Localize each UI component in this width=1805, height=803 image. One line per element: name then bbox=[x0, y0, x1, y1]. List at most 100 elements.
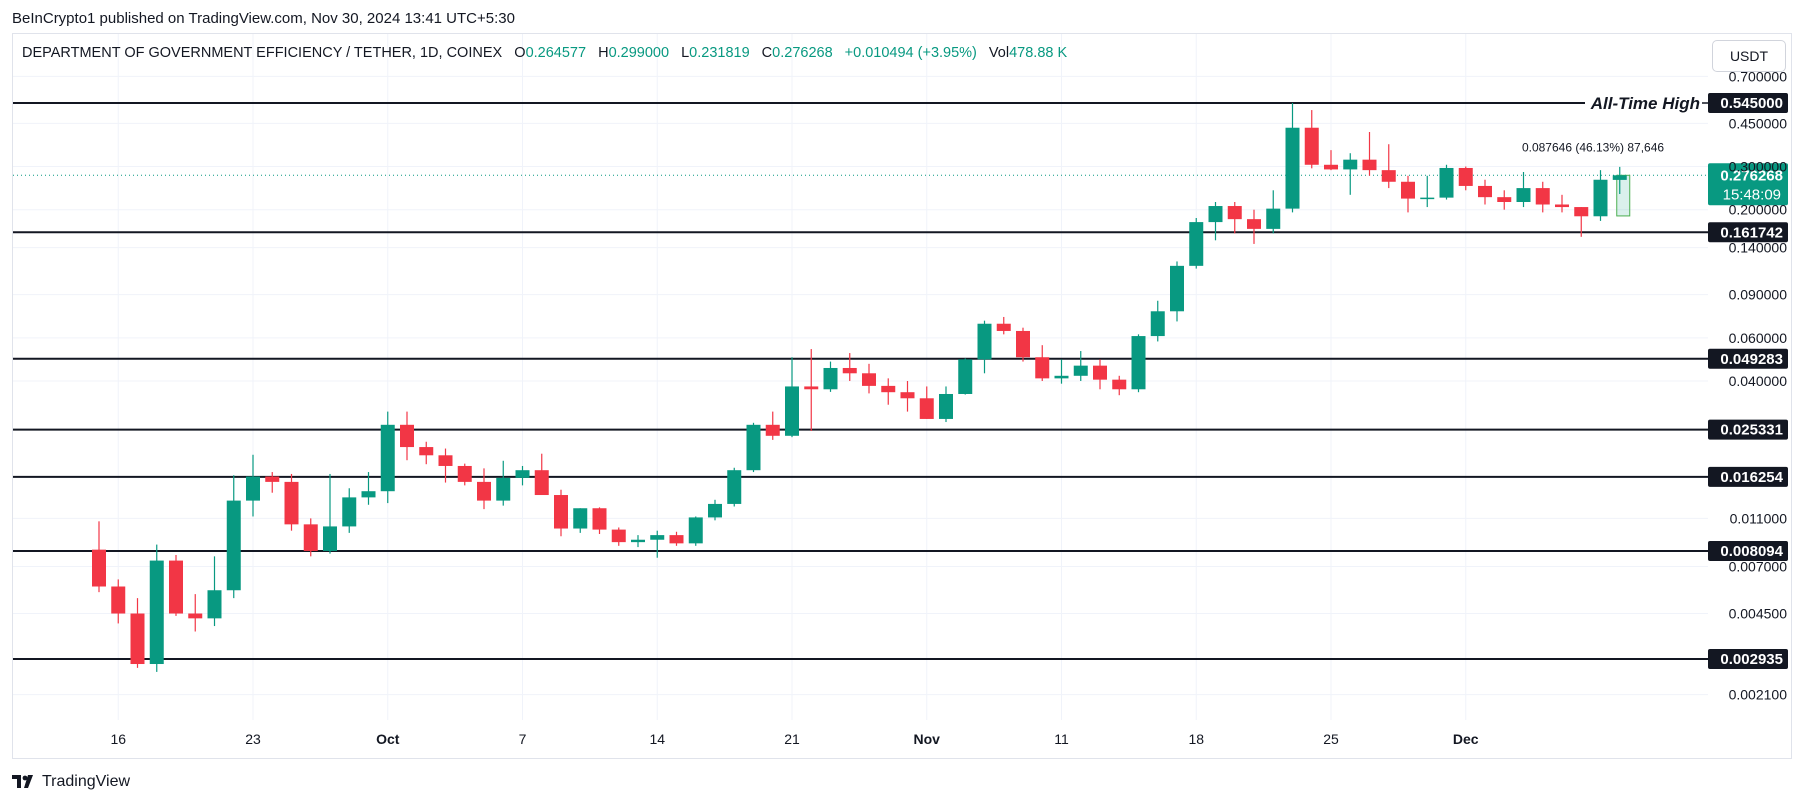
chart-frame bbox=[12, 33, 1792, 759]
candle-body-down bbox=[1247, 219, 1261, 229]
candle-body-up bbox=[380, 424, 395, 492]
candle-body-down bbox=[881, 385, 896, 393]
y-tick-label: 0.700000 bbox=[1729, 68, 1788, 84]
y-tick-label: 0.011000 bbox=[1730, 510, 1788, 526]
candle-body-down bbox=[1016, 330, 1030, 358]
high-label: H bbox=[598, 45, 609, 61]
candle-body-down bbox=[92, 549, 106, 587]
y-tick-label: 0.140000 bbox=[1729, 240, 1788, 256]
candle-body-down bbox=[765, 424, 780, 436]
volume-value: 478.88 K bbox=[1009, 45, 1068, 61]
open-label: O bbox=[514, 45, 526, 61]
x-tick-label: 21 bbox=[784, 731, 800, 747]
candle-body-up bbox=[496, 477, 511, 501]
candle-body-down bbox=[130, 613, 145, 665]
candle-body-up bbox=[1189, 222, 1204, 266]
candle-body-down bbox=[804, 386, 819, 390]
candle-body-down bbox=[169, 560, 183, 614]
candle-body-down bbox=[611, 529, 626, 543]
candle-body-up bbox=[939, 393, 953, 419]
candle-body-down bbox=[919, 398, 934, 419]
candle-body-up bbox=[785, 386, 799, 436]
level-tag bbox=[1708, 93, 1788, 113]
high-value: 0.299000 bbox=[608, 45, 670, 61]
grid-layer bbox=[13, 34, 1708, 720]
y-tick-label: 0.002100 bbox=[1729, 687, 1788, 703]
candle-body-down bbox=[592, 508, 607, 530]
candle-body-down bbox=[996, 323, 1011, 331]
candle-body-down bbox=[400, 424, 414, 448]
currency-button[interactable]: USDT bbox=[1712, 40, 1786, 72]
current-price-tag bbox=[1708, 163, 1788, 206]
candle-body-up bbox=[688, 517, 703, 544]
candle-body-up bbox=[361, 491, 376, 498]
y-tick-label: 0.040000 bbox=[1729, 373, 1788, 389]
volume-label: Vol bbox=[988, 45, 1010, 61]
candle-body-down bbox=[534, 470, 549, 496]
candle-body-down bbox=[842, 367, 857, 374]
x-tick-label: 16 bbox=[110, 731, 126, 747]
y-tick-label: 0.300000 bbox=[1729, 159, 1788, 175]
candle-body-down bbox=[669, 535, 684, 544]
candle-body-down bbox=[1304, 127, 1319, 165]
candle-body-up bbox=[1593, 179, 1608, 217]
candle-body-up bbox=[1131, 336, 1146, 390]
candle-body-up bbox=[207, 590, 222, 619]
close-label: C bbox=[761, 45, 773, 61]
candle-body-up bbox=[823, 367, 838, 390]
level-tag-label: 0.016254 bbox=[1720, 469, 1783, 486]
candle-body-down bbox=[1555, 204, 1569, 208]
low-label: L bbox=[681, 45, 690, 61]
candle-body-up bbox=[573, 508, 588, 529]
level-tag bbox=[1708, 466, 1788, 487]
level-tag bbox=[1708, 419, 1788, 440]
y-tick-label: 0.090000 bbox=[1729, 287, 1788, 303]
candle-body-up bbox=[1612, 175, 1627, 180]
candle-body-down bbox=[1381, 170, 1396, 182]
candle-body-up bbox=[746, 424, 761, 471]
candle-body-down bbox=[477, 481, 491, 501]
candle-body-down bbox=[1497, 197, 1512, 202]
level-tag-label: 0.002935 bbox=[1720, 651, 1783, 668]
candle-body-up bbox=[1170, 265, 1184, 312]
candle-body-down bbox=[862, 373, 876, 386]
candle-body-up bbox=[708, 503, 722, 518]
symbol-name: DEPARTMENT OF GOVERNMENT EFFICIENCY / TE… bbox=[22, 45, 503, 61]
candle-body-up bbox=[650, 535, 665, 540]
candle-body-down bbox=[1478, 185, 1492, 198]
y-tick-label: 0.060000 bbox=[1729, 330, 1788, 346]
y-tick-label: 0.007000 bbox=[1729, 558, 1788, 574]
level-tag-label: 0.161742 bbox=[1720, 224, 1783, 241]
level-lines-layer: 0.545000 0.161742 0.049283 0.025331 0.016254… bbox=[13, 93, 1788, 669]
candle-body-down bbox=[188, 613, 203, 619]
x-tick-label: 18 bbox=[1188, 731, 1204, 747]
x-tick-label: 7 bbox=[519, 731, 527, 747]
candle-body-up bbox=[1516, 188, 1531, 202]
candle-body-down bbox=[1535, 188, 1550, 205]
symbol-legend: DEPARTMENT OF GOVERNMENT EFFICIENCY / TE… bbox=[22, 45, 1075, 61]
candle-body-down bbox=[900, 392, 915, 399]
candle-body-up bbox=[515, 470, 530, 478]
candle-body-down bbox=[554, 495, 568, 529]
open-value: 0.264577 bbox=[525, 45, 587, 61]
candle-body-down bbox=[419, 447, 434, 456]
candle-body-down bbox=[1574, 207, 1589, 217]
candle-body-down bbox=[1458, 167, 1473, 186]
close-value: 0.276268 bbox=[772, 45, 833, 61]
x-tick-label: 23 bbox=[245, 731, 261, 747]
candle-body-up bbox=[226, 500, 241, 591]
measure-box bbox=[1616, 174, 1631, 217]
x-tick-label: Nov bbox=[914, 731, 941, 747]
candle-body-down bbox=[1112, 379, 1127, 390]
level-tag bbox=[1708, 649, 1788, 669]
x-tick-label: 14 bbox=[649, 731, 665, 747]
candle-body-up bbox=[631, 539, 645, 543]
level-tag-label: 0.545000 bbox=[1720, 95, 1783, 112]
current-price-label: 0.276268 bbox=[1720, 167, 1783, 184]
candle-body-down bbox=[1401, 181, 1415, 199]
tradingview-logo-icon bbox=[12, 775, 33, 788]
candle-body-up bbox=[1343, 159, 1358, 170]
tradingview-footer[interactable]: TradingView bbox=[12, 773, 130, 791]
candle-body-down bbox=[1227, 206, 1242, 220]
